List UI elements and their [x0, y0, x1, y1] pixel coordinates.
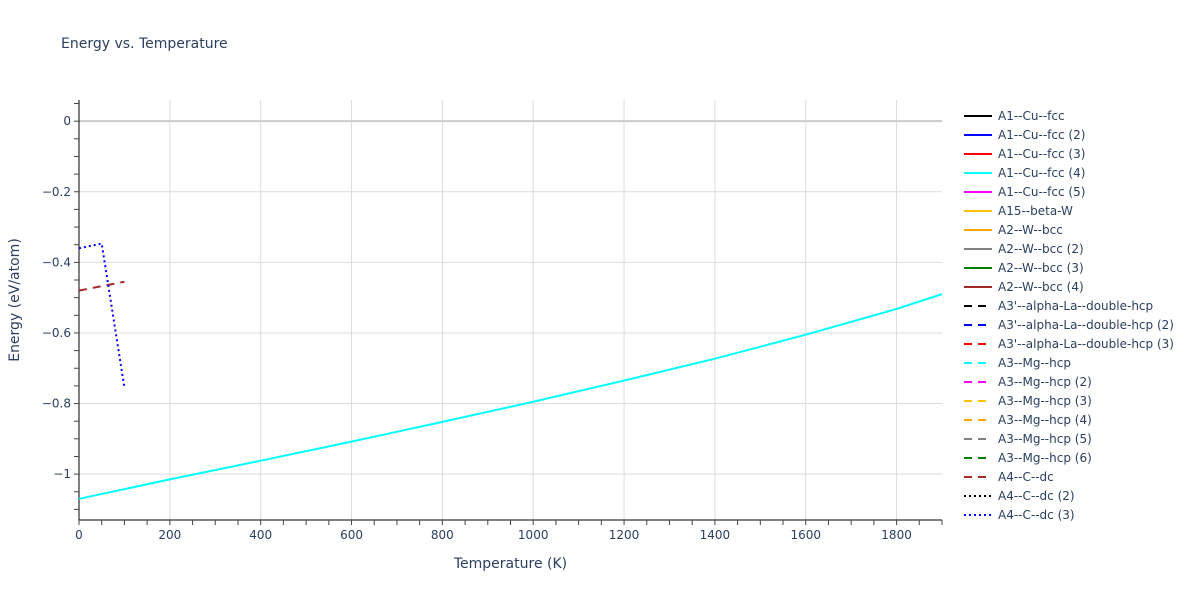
legend-swatch-icon: [964, 494, 992, 497]
legend-swatch-icon: [964, 342, 992, 345]
legend-item[interactable]: A2--W--bcc (4): [962, 277, 1174, 296]
x-tick-label: 600: [340, 528, 363, 542]
legend-item[interactable]: A3--Mg--hcp (2): [962, 372, 1174, 391]
legend-swatch-icon: [964, 190, 992, 193]
legend-label: A1--Cu--fcc (5): [998, 184, 1086, 199]
legend-swatch-icon: [964, 304, 992, 307]
legend-item[interactable]: A3'--alpha-La--double-hcp (3): [962, 334, 1174, 353]
legend-swatch-icon: [964, 437, 992, 440]
legend-swatch-icon: [964, 114, 992, 117]
legend-swatch-icon: [964, 380, 992, 383]
series-line[interactable]: [78, 280, 125, 292]
legend-swatch-icon: [964, 475, 992, 478]
y-axis-title: Energy (eV/atom): [7, 238, 23, 362]
legend-label: A15--beta-W: [998, 203, 1073, 218]
legend-swatch-icon: [964, 133, 992, 136]
legend-item[interactable]: A3'--alpha-La--double-hcp: [962, 296, 1174, 315]
legend-label: A4--C--dc (2): [998, 488, 1075, 503]
x-tick-label: 800: [431, 528, 454, 542]
legend-swatch-icon: [964, 361, 992, 364]
legend-swatch-icon: [964, 209, 992, 212]
legend-item[interactable]: A2--W--bcc (3): [962, 258, 1174, 277]
legend-swatch-icon: [964, 247, 992, 250]
y-tick-label: −0.4: [42, 255, 71, 269]
legend-label: A3--Mg--hcp (3): [998, 393, 1092, 408]
y-tick-label: −0.8: [42, 397, 71, 411]
legend-label: A1--Cu--fcc (2): [998, 127, 1086, 142]
legend-item[interactable]: A15--beta-W: [962, 201, 1174, 220]
legend-label: A3'--alpha-La--double-hcp (2): [998, 317, 1174, 332]
legend-swatch-icon: [964, 228, 992, 231]
legend-label: A2--W--bcc (3): [998, 260, 1084, 275]
legend-item[interactable]: A3'--alpha-La--double-hcp (2): [962, 315, 1174, 334]
legend-label: A3'--alpha-La--double-hcp (3): [998, 336, 1174, 351]
legend-item[interactable]: A3--Mg--hcp: [962, 353, 1174, 372]
legend-item[interactable]: A2--W--bcc (2): [962, 239, 1174, 258]
legend-swatch-icon: [964, 399, 992, 402]
legend-swatch-icon: [964, 171, 992, 174]
x-tick-label: 200: [158, 528, 181, 542]
legend: A1--Cu--fcc A1--Cu--fcc (2) A1--Cu--fcc (3…: [962, 106, 1174, 524]
legend-item[interactable]: A1--Cu--fcc (3): [962, 144, 1174, 163]
x-axis-title: Temperature (K): [453, 556, 567, 572]
legend-label: A3'--alpha-La--double-hcp: [998, 298, 1154, 313]
legend-item[interactable]: A4--C--dc (2): [962, 486, 1174, 505]
legend-swatch-icon: [964, 323, 992, 326]
legend-label: A2--W--bcc: [998, 222, 1063, 237]
legend-swatch-icon: [964, 266, 992, 269]
legend-label: A4--C--dc: [998, 469, 1054, 484]
legend-label: A1--Cu--fcc (4): [998, 165, 1086, 180]
legend-swatch-icon: [964, 456, 992, 459]
x-tick-label: 400: [249, 528, 272, 542]
legend-label: A3--Mg--hcp (6): [998, 450, 1092, 465]
x-tick-label: 1600: [790, 528, 821, 542]
legend-label: A2--W--bcc (4): [998, 279, 1084, 294]
y-tick-label: 0: [63, 114, 71, 128]
x-tick-label: 0: [75, 528, 83, 542]
legend-item[interactable]: A1--Cu--fcc (5): [962, 182, 1174, 201]
legend-swatch-icon: [964, 152, 992, 155]
legend-item[interactable]: A3--Mg--hcp (3): [962, 391, 1174, 410]
legend-label: A3--Mg--hcp (5): [998, 431, 1092, 446]
y-tick-label: −1: [53, 467, 71, 481]
x-tick-label: 1000: [518, 528, 549, 542]
series-line[interactable]: [78, 242, 126, 388]
legend-item[interactable]: A3--Mg--hcp (4): [962, 410, 1174, 429]
legend-item[interactable]: A4--C--dc (3): [962, 505, 1174, 524]
legend-item[interactable]: A2--W--bcc: [962, 220, 1174, 239]
legend-item[interactable]: A3--Mg--hcp (5): [962, 429, 1174, 448]
legend-swatch-icon: [964, 513, 992, 516]
legend-label: A3--Mg--hcp (2): [998, 374, 1092, 389]
legend-item[interactable]: A1--Cu--fcc: [962, 106, 1174, 125]
legend-swatch-icon: [964, 418, 992, 421]
x-tick-label: 1400: [700, 528, 731, 542]
x-tick-label: 1200: [609, 528, 640, 542]
legend-label: A3--Mg--hcp: [998, 355, 1071, 370]
y-tick-label: −0.2: [42, 185, 71, 199]
legend-item[interactable]: A1--Cu--fcc (2): [962, 125, 1174, 144]
x-tick-label: 1800: [881, 528, 912, 542]
series-line[interactable]: [78, 293, 943, 500]
chart-title: Energy vs. Temperature: [61, 36, 228, 52]
legend-label: A4--C--dc (3): [998, 507, 1075, 522]
legend-label: A1--Cu--fcc: [998, 108, 1065, 123]
legend-item[interactable]: A1--Cu--fcc (4): [962, 163, 1174, 182]
legend-swatch-icon: [964, 285, 992, 288]
legend-item[interactable]: A4--C--dc: [962, 467, 1174, 486]
legend-item[interactable]: A3--Mg--hcp (6): [962, 448, 1174, 467]
legend-label: A3--Mg--hcp (4): [998, 412, 1092, 427]
y-tick-label: −0.6: [42, 326, 71, 340]
legend-label: A2--W--bcc (2): [998, 241, 1084, 256]
legend-label: A1--Cu--fcc (3): [998, 146, 1086, 161]
